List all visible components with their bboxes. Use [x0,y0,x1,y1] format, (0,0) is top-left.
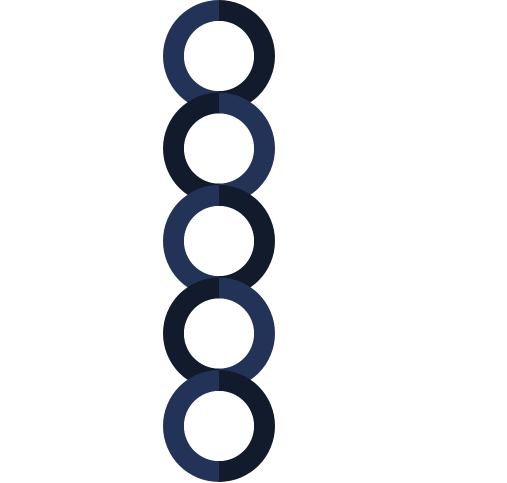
ring-5 [163,370,275,482]
ring-3-right-half [219,185,275,297]
ring-4-left-half [163,277,219,390]
ring-4-right-half [219,277,275,390]
ring-2-hole [184,113,254,184]
ring-2-left-half [163,92,219,205]
ring-5-right-half [219,370,275,482]
ring-1 [163,0,275,112]
ring-2-right-half [219,92,275,205]
ring-1-left-half [163,0,219,112]
ring-4-hole [184,298,254,369]
ring-5-left-half [163,370,219,482]
ring-5-hole [184,391,254,461]
ring-3-hole [184,206,254,276]
ring-3 [163,185,275,297]
linked-rings-graphic [163,0,275,482]
ring-1-hole [184,21,254,91]
ring-3-left-half [163,185,219,297]
ring-4 [163,277,275,390]
ring-1-right-half [219,0,275,112]
ring-stack [162,0,276,483]
ring-2 [163,92,275,205]
